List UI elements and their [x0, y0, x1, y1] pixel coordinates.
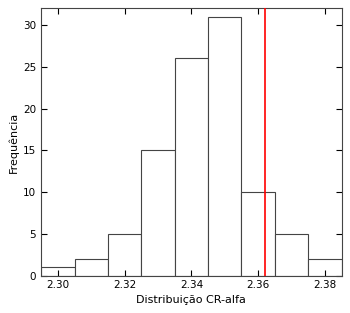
Bar: [241, 192, 275, 276]
Bar: [108, 234, 141, 276]
Bar: [175, 59, 208, 276]
Bar: [275, 234, 308, 276]
Bar: [141, 150, 175, 276]
Bar: [75, 259, 108, 276]
Bar: [41, 267, 75, 276]
X-axis label: Distribuição CR-alfa: Distribuição CR-alfa: [136, 295, 246, 305]
Bar: [208, 17, 242, 276]
Y-axis label: Frequência: Frequência: [8, 111, 19, 172]
Bar: [308, 259, 342, 276]
